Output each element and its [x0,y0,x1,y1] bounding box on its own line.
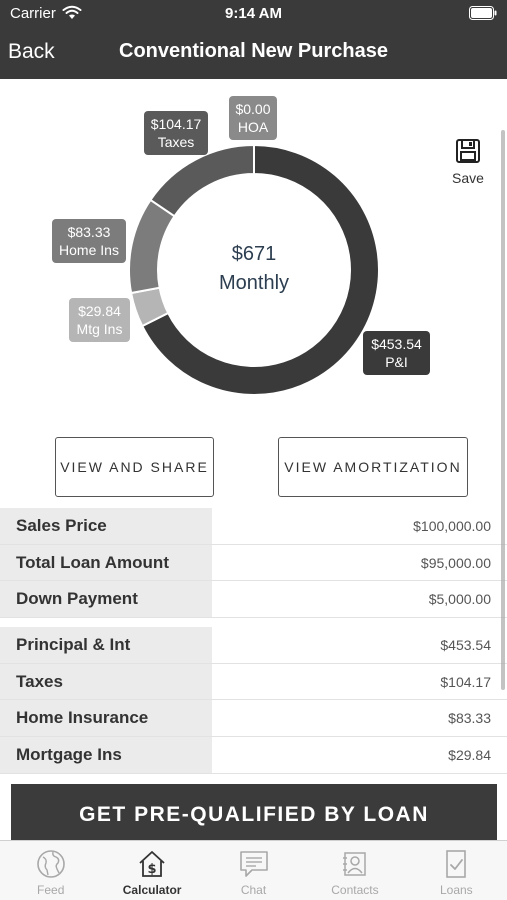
table-row: Sales Price $100,000.00 [0,508,507,545]
tab-loans[interactable]: Loans [406,841,507,900]
tab-feed[interactable]: Feed [0,841,101,900]
row-value: $5,000.00 [428,591,491,608]
status-bar: Carrier 9:14 AM [0,0,507,28]
calculator-house-icon: $ [139,851,165,877]
table-row: Down Payment $5,000.00 [0,581,507,619]
payment-breakdown-chart: $671 Monthly $0.00 HOA $453.54 P&I $29.84 Mtg I… [0,79,507,429]
segment-amount: $453.54 [371,336,422,352]
table-row: Taxes $104.17 [0,663,507,701]
tab-label: Chat [240,883,267,897]
back-button[interactable]: Back [8,40,55,63]
row-label: Home Insurance [0,700,212,737]
section-divider [0,618,507,627]
donut-chart: $671 Monthly $0.00 HOA $453.54 P&I $29.84 Mtg I… [52,96,430,396]
tab-label: Calculator [122,883,182,897]
monthly-payment-amount: $671 [232,243,277,265]
segment-name: Taxes [158,134,195,150]
row-label: Down Payment [0,581,212,618]
wifi-icon [62,5,82,19]
page-title: Conventional New Purchase [119,40,388,62]
segment-amount: $29.84 [78,303,121,319]
tab-chat[interactable]: Chat [203,841,304,900]
chat-icon [239,851,268,877]
tab-label: Feed [37,883,65,897]
segment-amount: $104.17 [151,116,202,132]
table-row: Total Loan Amount $95,000.00 [0,544,507,582]
segment-label-pi: $453.54 P&I [363,331,430,375]
view-and-share-button[interactable]: VIEW AND SHARE [55,437,214,497]
row-label: Mortgage Ins [0,737,212,773]
scrollbar[interactable] [501,130,505,690]
segment-name: Mtg Ins [77,321,123,337]
battery-icon [469,6,497,20]
tab-label: Loans [439,883,473,897]
contacts-icon [342,852,366,876]
row-label: Sales Price [0,508,212,544]
monthly-payment-label: Monthly [219,272,289,294]
tab-calculator[interactable]: $ Calculator [101,841,202,900]
row-value: $95,000.00 [420,554,491,571]
top-bar: Carrier 9:14 AM Back Conventional New Pu… [0,0,507,79]
row-value: $29.84 [448,747,491,764]
tab-bar: Feed $ Calculator Chat [0,840,507,900]
table-row: Principal & Int $453.54 [0,627,507,664]
row-value: $83.33 [448,710,491,727]
svg-text:$: $ [148,862,157,877]
row-label: Taxes [0,663,212,700]
row-label: Principal & Int [0,627,212,663]
table-row: Home Insurance $83.33 [0,700,507,738]
row-value: $104.17 [440,673,491,690]
tab-contacts[interactable]: Contacts [304,841,405,900]
row-value: $100,000.00 [413,518,491,534]
carrier-name: Carrier [10,5,56,22]
segment-name: Home Ins [59,242,119,258]
donut-segment-home_ins [128,198,176,295]
row-value: $453.54 [440,637,491,654]
navigation-bar: Back Conventional New Purchase [0,28,507,79]
globe-icon [36,850,65,878]
segment-label-hoa: $0.00 HOA [229,96,277,140]
donut-segment-taxes [149,143,255,218]
donut-segment-pi [140,143,380,396]
view-amortization-button[interactable]: VIEW AMORTIZATION [278,437,468,497]
segment-name: P&I [385,354,408,370]
loan-details-table: Sales Price $100,000.00 Total Loan Amoun… [0,508,507,774]
save-button[interactable]: Save [448,138,488,190]
status-time: 9:14 AM [225,5,282,22]
segment-name: HOA [238,119,269,135]
tab-label: Contacts [331,883,379,897]
save-icon [456,139,480,163]
segment-amount: $0.00 [235,101,270,117]
loans-document-icon [446,850,467,878]
get-pre-qualified-button[interactable]: GET PRE-QUALIFIED BY LOAN [11,784,497,846]
segment-amount: $83.33 [68,224,111,240]
segment-label-taxes: $104.17 Taxes [144,111,208,155]
table-row: Mortgage Ins $29.84 [0,737,507,774]
segment-label-mtg_ins: $29.84 Mtg Ins [69,298,130,342]
save-label: Save [452,170,484,186]
row-label: Total Loan Amount [0,544,212,581]
segment-label-home_ins: $83.33 Home Ins [52,219,126,263]
